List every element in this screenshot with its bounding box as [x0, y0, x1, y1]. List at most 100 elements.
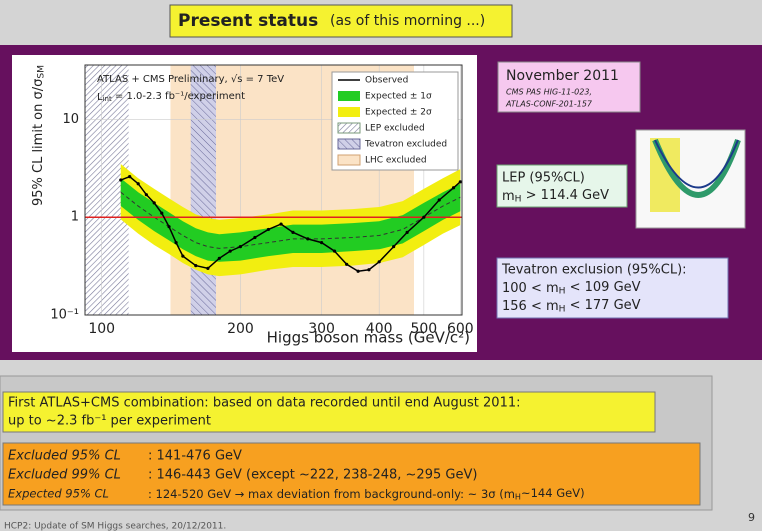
- legend-symbol: [337, 122, 361, 134]
- observed-point: [405, 230, 409, 234]
- observed-point: [217, 256, 221, 260]
- result-value-part: ~144 GeV): [521, 485, 585, 499]
- observed-point: [266, 227, 271, 232]
- observed-point: [332, 249, 337, 253]
- tevatron-title: Tevatron exclusion (95%CL):: [501, 263, 687, 278]
- lep-title: LEP (95%CL): [502, 171, 585, 186]
- legend-symbol: [337, 154, 361, 166]
- y-tick-label: 10⁻¹: [50, 308, 79, 323]
- footer-text: HCP2: Update of SM Higgs searches, 20/12…: [4, 522, 226, 531]
- lep-limit-sub: H: [515, 194, 522, 204]
- observed-point: [160, 211, 164, 215]
- november-ref: ATLAS-CONF-201-157: [505, 100, 593, 109]
- result-label: Excluded 95% CL: [8, 449, 121, 464]
- plot-frame: [84, 64, 463, 316]
- observed-point: [392, 245, 396, 249]
- tevatron-range-part: < 109 GeV: [565, 279, 640, 294]
- tevatron-excluded-region: [190, 65, 216, 315]
- observed-point: [128, 175, 132, 179]
- tevatron-range-part: 156 < m: [502, 299, 559, 314]
- legend-label: LHC excluded: [365, 156, 427, 166]
- legend-label: LEP excluded: [365, 124, 425, 134]
- tevatron-range-part: < 177 GeV: [565, 297, 640, 312]
- lep-limit: mH > 114.4 GeV: [502, 187, 609, 204]
- observed-point: [136, 182, 140, 186]
- observed-point: [194, 263, 198, 268]
- observed-point: [319, 240, 324, 245]
- tevatron-range-sub: H: [559, 304, 566, 314]
- x-tick-label: 500: [410, 321, 437, 337]
- legend-box: [331, 71, 459, 171]
- observed-point: [291, 230, 295, 234]
- title-note: (as of this morning ...): [330, 13, 485, 29]
- observed-point: [306, 237, 310, 241]
- observed-point: [174, 240, 178, 245]
- combination-line: up to ~2.3 fb⁻¹ per experiment: [8, 414, 211, 429]
- observed-point: [422, 215, 426, 219]
- y-axis-label: 95% CL limit on σ/σSM: [31, 65, 47, 206]
- combination-box: [2, 391, 656, 433]
- tevatron-range: 156 < mH < 177 GeV: [502, 297, 641, 314]
- x-tick-label: 200: [227, 321, 254, 337]
- observed-point: [167, 225, 171, 229]
- result-value: : 141-476 GeV: [148, 449, 242, 464]
- inset-curve: [654, 139, 739, 189]
- plot-lumi-part: L: [97, 92, 103, 103]
- result-value-part: : 124-520 GeV → max deviation from backg…: [148, 487, 515, 501]
- results-box: [2, 442, 701, 506]
- result-value: : 146-443 GeV (except ~222, 238-248, ~29…: [148, 468, 477, 483]
- plot-lumi-sub: int: [103, 95, 112, 103]
- page-number: 9: [748, 511, 755, 524]
- observed-point: [238, 245, 243, 249]
- observed-point: [279, 222, 283, 226]
- observed-point: [253, 235, 257, 240]
- november-box: [497, 61, 641, 113]
- observed-point: [437, 198, 441, 202]
- result-label: Excluded 99% CL: [8, 468, 121, 483]
- observed-point: [228, 249, 232, 253]
- observed-point: [345, 262, 349, 266]
- observed-point: [356, 269, 360, 273]
- x-tick-label: 400: [366, 321, 393, 337]
- observed-point: [451, 186, 456, 190]
- lep-limit-part: m: [502, 189, 515, 204]
- y-axis-label-sub: SM: [36, 65, 46, 79]
- legend-label: Observed: [365, 76, 408, 86]
- legend-symbol: [337, 138, 361, 150]
- observed-point: [206, 266, 210, 270]
- x-tick-label: 600: [447, 321, 474, 337]
- november-ref: CMS PAS HIG-11-023,: [506, 88, 592, 97]
- y-tick-label: 10: [62, 112, 79, 127]
- x-tick-label: 100: [88, 321, 115, 337]
- result-value-sub: H: [515, 492, 521, 501]
- y-tick-label: 1: [71, 210, 79, 225]
- plot-header: ATLAS + CMS Preliminary, √s = 7 TeV: [97, 74, 284, 85]
- plot-lumi-part: = 1.0-2.3 fb⁻¹/experiment: [112, 91, 245, 102]
- legend-symbol: [338, 91, 360, 101]
- y-axis-label-part: 95% CL limit on σ/σ: [31, 79, 46, 206]
- observed-point: [181, 254, 185, 258]
- x-axis-label: Higgs boson mass (GeV/c²): [267, 329, 470, 347]
- legend-label: Expected ± 1σ: [365, 92, 432, 102]
- tevatron-box: [496, 257, 729, 319]
- result-label: Expected 95% CL: [8, 487, 109, 501]
- observed-point: [377, 260, 381, 264]
- observed-point: [367, 268, 371, 272]
- november-title: November 2011: [506, 68, 619, 84]
- legend-label: Tevatron excluded: [364, 140, 447, 150]
- legend-label: Expected ± 2σ: [365, 108, 432, 118]
- observed-point: [119, 178, 123, 182]
- lep-box: [496, 164, 628, 208]
- tevatron-range-sub: H: [559, 286, 566, 296]
- observed-point: [458, 180, 462, 184]
- title-main: Present status: [178, 11, 318, 31]
- observed-point: [152, 201, 156, 205]
- combination-line: First ATLAS+CMS combination: based on da…: [8, 396, 520, 411]
- result-value: : 124-520 GeV → max deviation from backg…: [148, 485, 585, 500]
- lep-limit-part: > 114.4 GeV: [522, 187, 610, 202]
- expected-median: [120, 191, 461, 249]
- inset-curve: [652, 138, 741, 198]
- plot-lumi: Lint = 1.0-2.3 fb⁻¹/experiment: [97, 91, 245, 103]
- title-box: [169, 4, 513, 38]
